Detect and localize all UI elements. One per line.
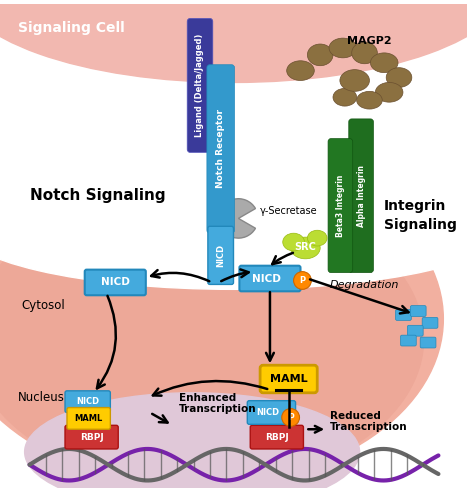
Text: MAML: MAML (74, 414, 103, 423)
Ellipse shape (340, 70, 369, 92)
Text: NICD: NICD (252, 274, 281, 283)
FancyBboxPatch shape (410, 306, 426, 316)
Text: MAGP2: MAGP2 (347, 36, 392, 46)
Text: Alpha Integrin: Alpha Integrin (356, 165, 365, 227)
FancyBboxPatch shape (420, 337, 436, 348)
Ellipse shape (333, 89, 356, 106)
FancyBboxPatch shape (407, 325, 423, 336)
FancyBboxPatch shape (349, 119, 374, 273)
Text: RBPJ: RBPJ (80, 432, 103, 442)
Ellipse shape (375, 83, 403, 102)
FancyBboxPatch shape (401, 335, 416, 346)
Text: Cytosol: Cytosol (22, 299, 65, 312)
FancyBboxPatch shape (260, 365, 317, 393)
Text: P: P (300, 276, 306, 285)
Text: MAML: MAML (270, 374, 308, 384)
Text: RBPJ: RBPJ (265, 432, 289, 442)
Ellipse shape (287, 61, 314, 81)
FancyBboxPatch shape (247, 400, 296, 424)
Ellipse shape (0, 161, 474, 289)
Text: Notch Receptor: Notch Receptor (216, 109, 225, 188)
Text: Receiving Cell: Receiving Cell (18, 232, 128, 246)
Text: Reduced
Transcription: Reduced Transcription (330, 410, 408, 432)
Text: Nucleus: Nucleus (18, 391, 64, 404)
Text: P: P (288, 413, 293, 422)
Ellipse shape (352, 42, 377, 64)
Text: NICD: NICD (216, 244, 225, 267)
Text: Beta3 Integrin: Beta3 Integrin (336, 175, 345, 237)
Ellipse shape (0, 152, 443, 487)
Text: Signaling Cell: Signaling Cell (18, 21, 125, 35)
Ellipse shape (0, 191, 424, 487)
Text: NICD: NICD (76, 397, 99, 406)
FancyBboxPatch shape (67, 407, 110, 429)
FancyBboxPatch shape (85, 270, 146, 295)
Text: Notch Signaling: Notch Signaling (29, 188, 165, 203)
FancyBboxPatch shape (208, 226, 234, 284)
Ellipse shape (25, 393, 360, 492)
Text: Degradation: Degradation (330, 280, 399, 290)
Wedge shape (219, 199, 255, 238)
Text: Integrin
Signaling: Integrin Signaling (384, 199, 457, 232)
Ellipse shape (0, 102, 474, 230)
Ellipse shape (329, 38, 356, 58)
Text: NICD: NICD (101, 277, 130, 287)
Ellipse shape (356, 92, 382, 109)
Ellipse shape (0, 0, 474, 83)
Text: γ-Secretase: γ-Secretase (260, 206, 318, 215)
Text: Ligand (Delta/Jagged): Ligand (Delta/Jagged) (195, 34, 204, 137)
Text: NICD: NICD (256, 408, 280, 417)
Ellipse shape (386, 68, 412, 88)
FancyBboxPatch shape (65, 391, 110, 412)
Ellipse shape (283, 233, 304, 251)
Ellipse shape (371, 53, 398, 73)
FancyBboxPatch shape (328, 139, 353, 273)
FancyBboxPatch shape (187, 18, 213, 153)
Ellipse shape (307, 44, 333, 66)
FancyBboxPatch shape (250, 425, 303, 449)
Ellipse shape (307, 230, 327, 246)
FancyBboxPatch shape (422, 317, 438, 328)
FancyBboxPatch shape (65, 425, 118, 449)
Ellipse shape (291, 237, 320, 259)
FancyBboxPatch shape (239, 266, 301, 291)
FancyBboxPatch shape (207, 65, 235, 233)
Circle shape (282, 408, 300, 426)
Text: SRC: SRC (294, 242, 316, 252)
Circle shape (293, 272, 311, 289)
Text: Enhanced
Transcription: Enhanced Transcription (179, 393, 257, 414)
FancyBboxPatch shape (396, 309, 411, 320)
